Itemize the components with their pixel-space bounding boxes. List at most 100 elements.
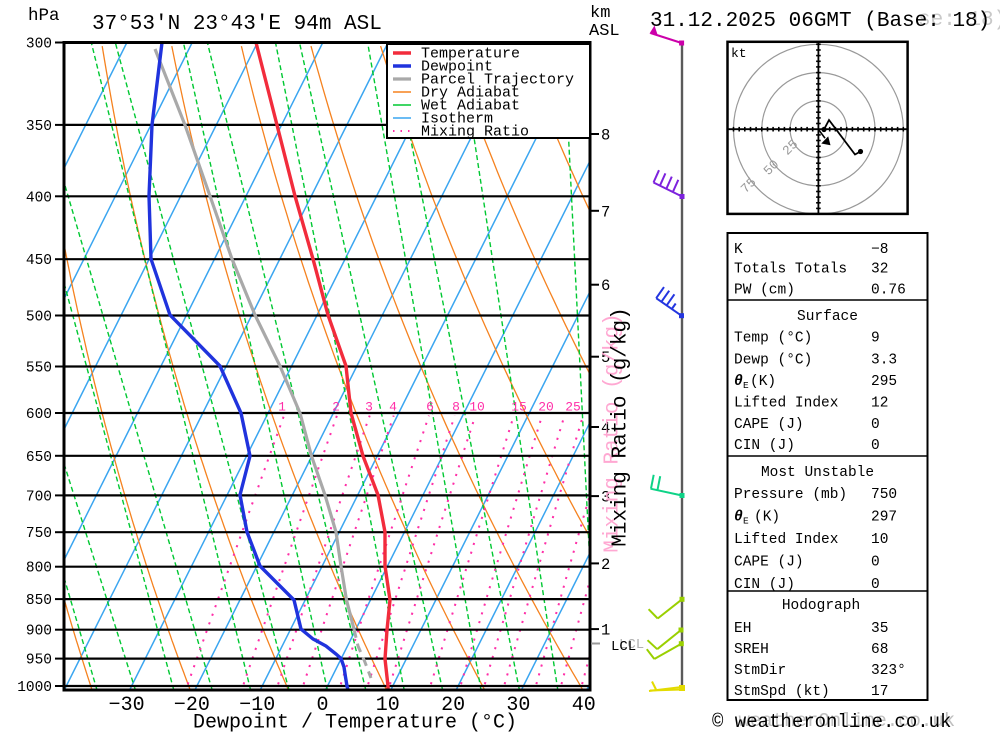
svg-text:400: 400 (26, 190, 52, 206)
svg-text:kt: kt (731, 46, 747, 61)
svg-text:−20: −20 (174, 694, 210, 717)
svg-text:17: 17 (871, 684, 888, 700)
svg-text:Dewpoint / Temperature (°C): Dewpoint / Temperature (°C) (193, 712, 517, 733)
svg-text:450: 450 (26, 253, 52, 269)
svg-text:4: 4 (389, 400, 397, 415)
svg-text:0: 0 (871, 438, 880, 454)
svg-text:km: km (590, 4, 610, 23)
svg-text:CAPE (J): CAPE (J) (734, 555, 804, 571)
svg-text:EH: EH (734, 621, 751, 637)
svg-text:31.12.2025 06GMT (Base: 18): 31.12.2025 06GMT (Base: 18) (650, 10, 990, 33)
svg-text:StmSpd (kt): StmSpd (kt) (734, 684, 830, 700)
svg-text:600: 600 (26, 407, 52, 423)
svg-text:(K): (K) (750, 374, 776, 390)
svg-text:750: 750 (26, 526, 52, 542)
svg-text:650: 650 (26, 450, 52, 466)
svg-text:37°53'N 23°43'E 94m ASL: 37°53'N 23°43'E 94m ASL (92, 13, 382, 36)
svg-text:CIN (J): CIN (J) (734, 438, 795, 454)
svg-text:−8: −8 (871, 242, 888, 258)
svg-text:1000: 1000 (17, 680, 52, 696)
svg-text:StmDir: StmDir (734, 663, 786, 679)
svg-text:3: 3 (365, 400, 373, 415)
svg-text:350: 350 (26, 119, 52, 135)
svg-text:−30: −30 (109, 694, 145, 717)
svg-text:(K): (K) (754, 510, 780, 526)
svg-text:CAPE (J): CAPE (J) (734, 417, 804, 433)
svg-text:10: 10 (871, 532, 888, 548)
svg-text:9: 9 (871, 331, 880, 347)
svg-text:θ: θ (734, 374, 743, 390)
svg-text:1: 1 (601, 622, 610, 640)
svg-text:800: 800 (26, 561, 52, 577)
svg-text:6: 6 (601, 277, 610, 295)
svg-text:0.76: 0.76 (871, 283, 906, 299)
svg-text:850: 850 (26, 593, 52, 609)
svg-text:Mixing Ratio (g/kg): Mixing Ratio (g/kg) (602, 313, 625, 552)
svg-text:K: K (734, 242, 743, 258)
svg-text:10: 10 (469, 400, 485, 415)
svg-text:se: 18): se: 18) (918, 9, 1000, 32)
svg-text:CIN (J): CIN (J) (734, 577, 795, 593)
svg-text:15: 15 (511, 400, 527, 415)
svg-text:297: 297 (871, 510, 897, 526)
svg-text:E: E (743, 380, 749, 391)
svg-text:Hodograph: Hodograph (782, 598, 860, 614)
svg-text:Temp (°C): Temp (°C) (734, 331, 812, 347)
svg-text:550: 550 (26, 361, 52, 377)
svg-text:Parcel Trajectory: Parcel Trajectory (421, 72, 574, 89)
svg-text:Pressure (mb): Pressure (mb) (734, 487, 847, 503)
svg-text:68: 68 (871, 642, 888, 658)
svg-text:PW (cm): PW (cm) (734, 283, 795, 299)
svg-text:0: 0 (871, 417, 880, 433)
svg-text:SREH: SREH (734, 642, 769, 658)
svg-text:20: 20 (441, 694, 465, 717)
svg-text:40: 40 (572, 694, 596, 717)
svg-text:Surface: Surface (797, 309, 858, 325)
svg-text:Wet Adiabat: Wet Adiabat (421, 98, 520, 115)
svg-text:Totals Totals: Totals Totals (734, 262, 847, 278)
svg-text:Dry Adiabat: Dry Adiabat (421, 85, 520, 102)
svg-text:3: 3 (601, 489, 610, 507)
svg-text:Mixing Ratio: Mixing Ratio (421, 124, 529, 141)
svg-text:7: 7 (601, 203, 610, 221)
svg-text:hPa: hPa (28, 6, 60, 26)
svg-text:Dewpoint: Dewpoint (421, 59, 493, 76)
svg-text:LCL: LCL (619, 637, 644, 653)
svg-text:10: 10 (376, 694, 400, 717)
svg-text:weatherOnline.co.uk: weatherOnline.co.uk (739, 710, 956, 732)
svg-text:700: 700 (26, 489, 52, 505)
svg-text:Dewp (°C): Dewp (°C) (734, 353, 812, 369)
svg-text:750: 750 (871, 487, 897, 503)
svg-text:32: 32 (871, 262, 888, 278)
svg-text:© weatheronline.co.uk: © weatheronline.co.uk (712, 711, 951, 733)
svg-text:300: 300 (26, 37, 52, 53)
svg-text:4: 4 (601, 420, 610, 438)
svg-text:2: 2 (601, 556, 610, 574)
svg-text:Temperature: Temperature (421, 46, 520, 63)
svg-text:0: 0 (871, 555, 880, 571)
svg-text:5: 5 (601, 349, 610, 367)
svg-text:Lifted Index: Lifted Index (734, 396, 839, 412)
svg-text:ASL: ASL (589, 22, 620, 41)
svg-text:25: 25 (565, 400, 581, 415)
svg-text:2: 2 (332, 400, 340, 415)
svg-text:8: 8 (601, 127, 610, 145)
svg-text:Isotherm: Isotherm (421, 111, 493, 128)
svg-text:0: 0 (316, 694, 328, 717)
svg-text:950: 950 (26, 653, 52, 669)
svg-text:Most Unstable: Most Unstable (761, 465, 874, 481)
svg-text:3.3: 3.3 (871, 353, 897, 369)
svg-text:12: 12 (871, 396, 888, 412)
svg-text:Mixing Ratio (g/kg): Mixing Ratio (g/kg) (610, 307, 633, 546)
svg-text:295: 295 (871, 374, 897, 390)
svg-text:30: 30 (506, 694, 530, 717)
svg-text:LCL: LCL (611, 639, 636, 655)
svg-text:323°: 323° (871, 663, 906, 679)
svg-text:6: 6 (426, 400, 434, 415)
svg-text:900: 900 (26, 624, 52, 640)
svg-text:0: 0 (871, 577, 880, 593)
svg-text:E: E (743, 516, 749, 527)
svg-text:500: 500 (26, 310, 52, 326)
svg-text:20: 20 (538, 400, 554, 415)
svg-text:8: 8 (452, 400, 460, 415)
